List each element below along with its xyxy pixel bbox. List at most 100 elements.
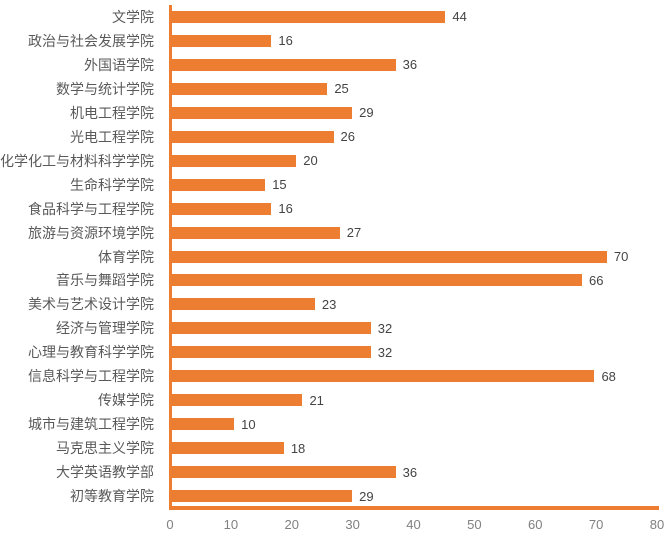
bar [172,466,396,479]
bar-area: 23 [172,292,669,316]
bar [172,10,446,23]
chart-row: 初等教育学院 29 [0,484,669,508]
category-label: 心理与教育科学学院 [28,344,154,361]
bar-area: 20 [172,149,669,173]
x-axis-line [169,506,659,510]
chart-row: 旅游与资源环境学院 27 [0,221,669,245]
bar [172,394,303,407]
value-label: 32 [377,344,393,360]
category-label: 大学英语教学部 [56,464,154,481]
category-label: 初等教育学院 [70,488,154,505]
category-label: 传媒学院 [98,392,154,409]
value-label: 36 [402,464,418,480]
bar-area: 70 [172,245,669,269]
value-label: 21 [309,392,324,408]
bar [172,298,315,311]
value-label: 16 [278,33,293,49]
x-tick-label: 20 [284,517,299,532]
chart-row: 数学与统计学院 25 [0,77,669,101]
category-label: 机电工程学院 [70,104,154,121]
bar [172,178,266,191]
chart-row: 光电工程学院 26 [0,125,669,149]
bar [172,226,340,239]
value-label: 29 [359,488,374,504]
category-label: 音乐与舞蹈学院 [56,272,154,289]
bar [172,58,396,71]
chart-row: 传媒学院 21 [0,388,669,412]
bar [172,82,328,95]
x-tick-label: 30 [345,517,360,532]
value-label: 27 [346,225,362,241]
value-label: 36 [402,57,418,73]
bar [172,250,607,263]
chart-row: 文学院 44 [0,5,669,29]
bar-area: 32 [172,316,669,340]
chart-row: 美术与艺术设计学院 23 [0,292,669,316]
category-label: 化学化工与材料科学学院 [0,152,154,169]
x-axis-ticks: 0 10 20 30 40 50 60 70 80 [166,517,664,535]
bar [172,106,353,119]
chart-row: 机电工程学院 29 [0,101,669,125]
x-tick-label: 50 [467,517,482,532]
category-label: 经济与管理学院 [56,320,154,337]
category-label: 光电工程学院 [70,128,154,145]
chart-row: 音乐与舞蹈学院 66 [0,268,669,292]
chart-row: 化学化工与材料科学学院 20 [0,149,669,173]
bar [172,346,371,359]
value-label: 10 [241,416,256,432]
x-tick-label: 0 [166,517,174,532]
chart-row: 大学英语教学部 36 [0,460,669,484]
y-axis-line [169,5,172,510]
category-label: 数学与统计学院 [56,80,154,97]
category-label: 信息科学与工程学院 [28,368,154,385]
value-label: 16 [278,201,293,217]
value-label: 68 [601,368,616,384]
x-tick-label: 70 [588,517,604,532]
category-label: 美术与艺术设计学院 [28,296,154,313]
bar-area: 10 [172,412,669,436]
bar [172,322,371,335]
bar [172,370,595,383]
category-label: 政治与社会发展学院 [28,32,154,49]
bar-area: 26 [172,125,669,149]
x-tick-label: 10 [223,517,239,532]
category-label: 体育学院 [98,248,154,265]
bar-area: 18 [172,436,669,460]
chart-row: 外国语学院 36 [0,53,669,77]
chart-row: 城市与建筑工程学院 10 [0,412,669,436]
bar [172,490,353,503]
value-label: 29 [359,105,374,121]
chart-row: 马克思主义学院 18 [0,436,669,460]
x-tick-label: 40 [406,517,421,532]
x-tick-label: 60 [528,517,543,532]
bar-area: 27 [172,221,669,245]
chart-row: 生命科学学院 15 [0,173,669,197]
value-label: 70 [613,249,629,264]
bar [172,418,235,431]
bar-area: 68 [172,364,669,388]
value-label: 20 [303,153,318,169]
bar [172,274,583,287]
bar [172,442,284,455]
bar [172,34,272,47]
category-label: 文学院 [112,8,154,25]
value-label: 26 [340,129,355,145]
bar-area: 25 [172,77,669,101]
chart-row: 信息科学与工程学院 68 [0,364,669,388]
value-label: 25 [334,81,349,97]
category-label: 外国语学院 [84,56,154,73]
bar-area: 44 [172,5,669,29]
chart-rows: 文学院 44 政治与社会发展学院 16 外国语学院 36 数学与统计学院 25 机电工程学院 29… [0,5,669,508]
bar-area: 16 [172,29,669,53]
bar-area: 15 [172,173,669,197]
bar-area: 66 [172,268,669,292]
x-tick-label: 80 [649,517,665,532]
category-label: 马克思主义学院 [56,440,154,457]
value-label: 23 [321,296,337,312]
bar [172,202,272,215]
category-label: 城市与建筑工程学院 [28,416,154,433]
bar-area: 32 [172,340,669,364]
value-label: 32 [377,320,393,336]
value-label: 15 [272,177,287,193]
